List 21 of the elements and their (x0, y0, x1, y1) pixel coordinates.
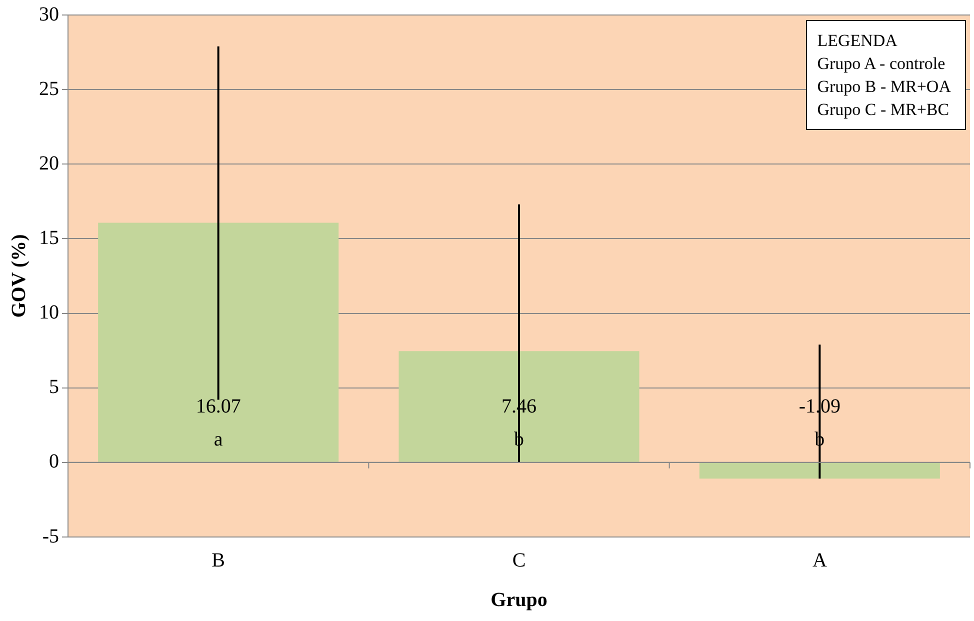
y-tick-label: 15 (39, 226, 59, 249)
x-tick-label: B (212, 549, 226, 572)
y-tick-label: 20 (39, 152, 59, 174)
annotation: LEGENDA (817, 30, 898, 52)
bar (98, 222, 339, 462)
y-axis-title: GOV (%) (8, 234, 30, 318)
annotation: Grupo B - MR+OA (817, 76, 951, 98)
bar (699, 462, 940, 479)
x-tick-label: A (812, 549, 828, 572)
annotation: Grupo A - controle (817, 53, 946, 75)
y-tick-label: 10 (39, 302, 59, 324)
annotation: Grupo C - MR+BC (817, 99, 950, 121)
y-tick-label: 25 (39, 78, 59, 100)
y-tick-label: 30 (39, 3, 59, 26)
y-tick-label: 0 (49, 450, 59, 473)
y-tick-label: 5 (49, 376, 59, 398)
x-axis-title: Grupo (490, 589, 548, 612)
x-tick-label: C (512, 549, 526, 572)
bar (398, 351, 640, 462)
y-tick-label: -5 (42, 525, 59, 548)
data-label: 16.07 a (196, 396, 241, 451)
